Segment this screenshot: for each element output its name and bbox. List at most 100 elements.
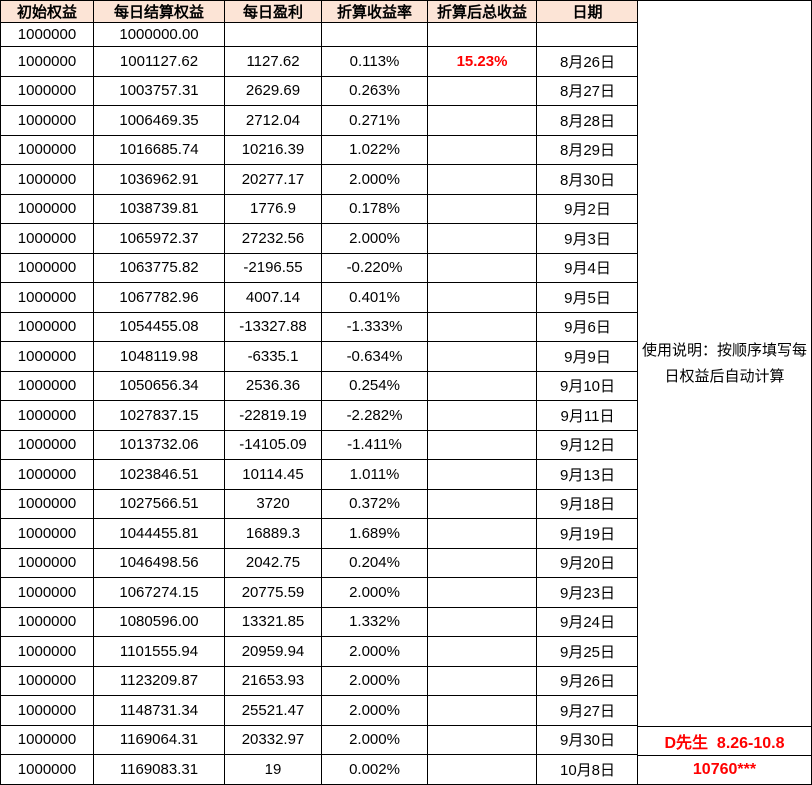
cell-r1-c1[interactable]: 1000000: [0, 21, 94, 48]
cell-r20-c3[interactable]: 20775.59: [224, 577, 322, 608]
cell-r16-c3[interactable]: 10114.45: [224, 459, 322, 490]
cell-r12-c4[interactable]: -0.634%: [321, 341, 428, 372]
cell-r22-c5[interactable]: [427, 636, 537, 667]
cell-r25-c5[interactable]: [427, 724, 537, 756]
owner-label-cell[interactable]: D先生 8.26-10.8: [638, 727, 811, 756]
cell-r5-c6[interactable]: 8月29日: [536, 134, 639, 166]
cell-r5-c5[interactable]: [427, 134, 537, 166]
cell-r15-c1[interactable]: 1000000: [0, 429, 94, 461]
cell-r6-c6[interactable]: 8月30日: [536, 164, 639, 195]
cell-r7-c2[interactable]: 1038739.81: [93, 193, 225, 225]
cell-r7-c1[interactable]: 1000000: [0, 193, 94, 225]
cell-r14-c4[interactable]: -2.282%: [321, 400, 428, 431]
cell-r14-c1[interactable]: 1000000: [0, 400, 94, 431]
cell-r21-c3[interactable]: 13321.85: [224, 606, 322, 638]
cell-r21-c6[interactable]: 9月24日: [536, 606, 639, 638]
cell-r2-c5[interactable]: 15.23%: [427, 46, 537, 77]
cell-r23-c5[interactable]: [427, 665, 537, 697]
cell-r20-c1[interactable]: 1000000: [0, 577, 94, 608]
col-header-date[interactable]: 日期: [536, 0, 639, 23]
cell-r11-c4[interactable]: -1.333%: [321, 311, 428, 343]
cell-r12-c6[interactable]: 9月9日: [536, 341, 639, 372]
cell-r18-c1[interactable]: 1000000: [0, 518, 94, 549]
cell-r9-c2[interactable]: 1063775.82: [93, 252, 225, 284]
cell-r13-c1[interactable]: 1000000: [0, 370, 94, 402]
cell-r25-c3[interactable]: 20332.97: [224, 724, 322, 756]
account-label-cell[interactable]: 10760***: [692, 761, 757, 778]
cell-r25-c1[interactable]: 1000000: [0, 724, 94, 756]
cell-r24-c1[interactable]: 1000000: [0, 695, 94, 726]
cell-r25-c4[interactable]: 2.000%: [321, 724, 428, 756]
cell-r6-c4[interactable]: 2.000%: [321, 164, 428, 195]
cell-r11-c2[interactable]: 1054455.08: [93, 311, 225, 343]
cell-r10-c4[interactable]: 0.401%: [321, 282, 428, 313]
cell-r6-c3[interactable]: 20277.17: [224, 164, 322, 195]
cell-r13-c5[interactable]: [427, 370, 537, 402]
cell-r24-c6[interactable]: 9月27日: [536, 695, 639, 726]
cell-r12-c1[interactable]: 1000000: [0, 341, 94, 372]
cell-r3-c3[interactable]: 2629.69: [224, 75, 322, 107]
cell-r2-c3[interactable]: 1127.62: [224, 46, 322, 77]
cell-r15-c3[interactable]: -14105.09: [224, 429, 322, 461]
cell-r18-c3[interactable]: 16889.3: [224, 518, 322, 549]
cell-r8-c5[interactable]: [427, 223, 537, 254]
cell-r26-c2[interactable]: 1169083.31: [93, 754, 225, 785]
cell-r8-c2[interactable]: 1065972.37: [93, 223, 225, 254]
cell-r11-c3[interactable]: -13327.88: [224, 311, 322, 343]
cell-r5-c3[interactable]: 10216.39: [224, 134, 322, 166]
cell-r26-c5[interactable]: [427, 754, 537, 785]
cell-r10-c3[interactable]: 4007.14: [224, 282, 322, 313]
cell-r3-c5[interactable]: [427, 75, 537, 107]
cell-r6-c1[interactable]: 1000000: [0, 164, 94, 195]
cell-r14-c6[interactable]: 9月11日: [536, 400, 639, 431]
cell-r1-c5[interactable]: [427, 21, 537, 48]
cell-r16-c1[interactable]: 1000000: [0, 459, 94, 490]
cell-r15-c6[interactable]: 9月12日: [536, 429, 639, 461]
cell-r4-c6[interactable]: 8月28日: [536, 105, 639, 136]
cell-r7-c3[interactable]: 1776.9: [224, 193, 322, 225]
cell-r25-c2[interactable]: 1169064.31: [93, 724, 225, 756]
cell-r11-c1[interactable]: 1000000: [0, 311, 94, 343]
cell-r17-c4[interactable]: 0.372%: [321, 488, 428, 520]
cell-r10-c6[interactable]: 9月5日: [536, 282, 639, 313]
cell-r22-c4[interactable]: 2.000%: [321, 636, 428, 667]
cell-r19-c5[interactable]: [427, 547, 537, 579]
cell-r3-c1[interactable]: 1000000: [0, 75, 94, 107]
cell-r1-c2[interactable]: 1000000.00: [93, 21, 225, 48]
cell-r1-c4[interactable]: [321, 21, 428, 48]
col-header-daily-profit[interactable]: 每日盈利: [224, 0, 322, 23]
cell-r9-c6[interactable]: 9月4日: [536, 252, 639, 284]
cell-r6-c2[interactable]: 1036962.91: [93, 164, 225, 195]
cell-r19-c2[interactable]: 1046498.56: [93, 547, 225, 579]
cell-r24-c2[interactable]: 1148731.34: [93, 695, 225, 726]
cell-r4-c2[interactable]: 1006469.35: [93, 105, 225, 136]
cell-r15-c2[interactable]: 1013732.06: [93, 429, 225, 461]
cell-r10-c5[interactable]: [427, 282, 537, 313]
cell-r17-c2[interactable]: 1027566.51: [93, 488, 225, 520]
cell-r9-c3[interactable]: -2196.55: [224, 252, 322, 284]
cell-r1-c3[interactable]: [224, 21, 322, 48]
cell-r16-c2[interactable]: 1023846.51: [93, 459, 225, 490]
cell-r3-c4[interactable]: 0.263%: [321, 75, 428, 107]
cell-r2-c2[interactable]: 1001127.62: [93, 46, 225, 77]
cell-r17-c1[interactable]: 1000000: [0, 488, 94, 520]
cell-r23-c2[interactable]: 1123209.87: [93, 665, 225, 697]
cell-r4-c4[interactable]: 0.271%: [321, 105, 428, 136]
cell-r18-c5[interactable]: [427, 518, 537, 549]
cell-r13-c3[interactable]: 2536.36: [224, 370, 322, 402]
cell-r15-c4[interactable]: -1.411%: [321, 429, 428, 461]
cell-r8-c3[interactable]: 27232.56: [224, 223, 322, 254]
cell-r5-c1[interactable]: 1000000: [0, 134, 94, 166]
cell-r22-c6[interactable]: 9月25日: [536, 636, 639, 667]
cell-r16-c5[interactable]: [427, 459, 537, 490]
cell-r8-c4[interactable]: 2.000%: [321, 223, 428, 254]
cell-r20-c5[interactable]: [427, 577, 537, 608]
cell-r12-c3[interactable]: -6335.1: [224, 341, 322, 372]
cell-r18-c6[interactable]: 9月19日: [536, 518, 639, 549]
cell-r23-c3[interactable]: 21653.93: [224, 665, 322, 697]
cell-r20-c4[interactable]: 2.000%: [321, 577, 428, 608]
cell-r24-c4[interactable]: 2.000%: [321, 695, 428, 726]
cell-r14-c3[interactable]: -22819.19: [224, 400, 322, 431]
col-header-total-converted-return[interactable]: 折算后总收益: [427, 0, 537, 23]
cell-r24-c3[interactable]: 25521.47: [224, 695, 322, 726]
